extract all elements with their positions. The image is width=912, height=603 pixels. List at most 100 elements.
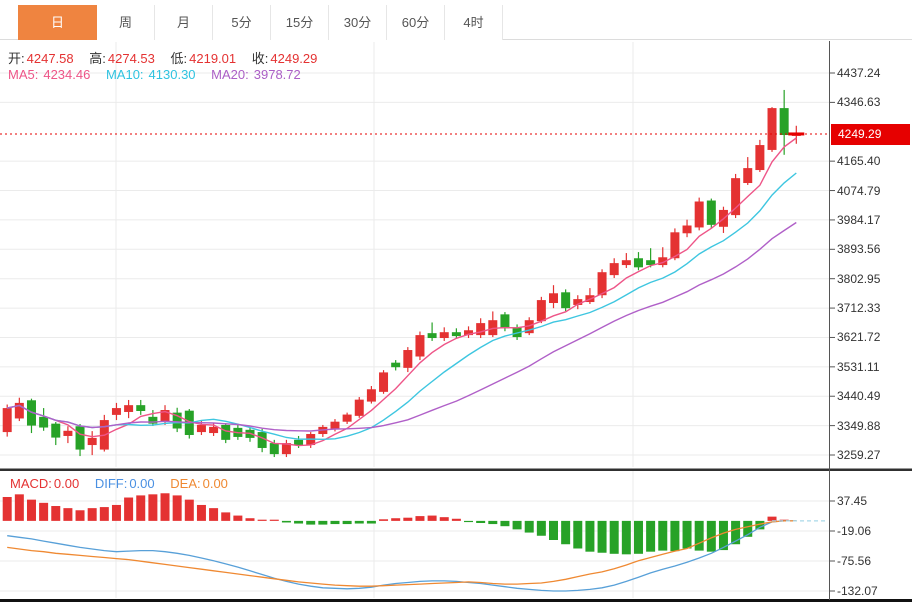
- macd-value: 0.00: [53, 476, 80, 491]
- macd-bar: [597, 520, 607, 553]
- macd-bar: [318, 520, 328, 525]
- price-axis-label: 3349.88: [837, 418, 881, 433]
- candle: [14, 402, 24, 419]
- candle: [427, 333, 437, 339]
- candle: [597, 272, 607, 296]
- macd-bar: [99, 507, 109, 521]
- candle: [573, 299, 583, 305]
- macd-row: MACD: 0.00 DIFF: 0.00 DEA: 0.00: [10, 476, 240, 491]
- ma20-line: [7, 221, 797, 432]
- macd-bar: [609, 520, 619, 554]
- price-axis-label: 4346.63: [837, 95, 881, 110]
- panel-borders: [0, 41, 912, 602]
- dea-field: DEA: 0.00: [170, 476, 228, 491]
- tab-5min[interactable]: 5分: [213, 5, 271, 40]
- candle: [536, 300, 546, 322]
- candle: [779, 108, 789, 136]
- macd-bar: [561, 520, 571, 545]
- price-axis-label: 4165.40: [837, 154, 881, 169]
- ma20-value: 3978.72: [253, 67, 301, 82]
- macd-bar: [209, 508, 219, 521]
- ma5-line: [7, 137, 797, 447]
- candle: [694, 201, 704, 228]
- candle: [209, 426, 219, 434]
- macd-bar: [196, 504, 206, 521]
- macd-axis-label: -132.07: [837, 584, 878, 598]
- tab-week[interactable]: 周: [97, 5, 155, 40]
- macd-bar: [670, 520, 680, 552]
- macd-axis-label: 37.45: [837, 494, 868, 508]
- price-axis-label: 3531.11: [837, 359, 880, 374]
- candle: [124, 405, 134, 412]
- ma5-label: MA5:: [8, 67, 39, 82]
- macd-bar: [87, 508, 97, 521]
- macd-bar: [379, 519, 389, 521]
- macd-bar: [221, 512, 231, 521]
- candle: [391, 362, 401, 368]
- candle: [330, 421, 340, 429]
- close-field: 收: 4249.29: [252, 51, 318, 66]
- diff-value: 0.00: [129, 476, 155, 491]
- price-axis-label: 3621.72: [837, 330, 881, 345]
- low-value: 4219.01: [189, 51, 237, 66]
- candle: [51, 423, 61, 438]
- tab-30min[interactable]: 30分: [329, 5, 387, 40]
- price-axis-label: 3893.56: [837, 242, 881, 257]
- macd-bar: [573, 520, 583, 549]
- macd-bar: [536, 520, 546, 536]
- macd-bar: [755, 520, 765, 530]
- macd-bar: [415, 516, 425, 521]
- candle: [294, 439, 304, 446]
- candle: [476, 323, 486, 336]
- macd-bar: [464, 520, 474, 523]
- macd-bar: [658, 520, 668, 551]
- macd-bar: [439, 517, 449, 521]
- ma10-label: MA10:: [105, 67, 144, 82]
- candle: [87, 437, 97, 446]
- candle: [221, 424, 231, 440]
- tab-15min[interactable]: 15分: [271, 5, 329, 40]
- macd-bar: [160, 493, 170, 521]
- dea-line: [7, 520, 797, 587]
- macd-bar: [136, 495, 146, 521]
- ma10-field: MA10: 4130.30: [106, 67, 196, 82]
- candle: [2, 408, 12, 433]
- tab-day[interactable]: 日: [18, 5, 97, 40]
- macd-bar: [245, 518, 255, 521]
- tab-60min[interactable]: 60分: [387, 5, 445, 40]
- macd-bar: [269, 519, 279, 521]
- candle: [682, 225, 692, 234]
- macd-histogram: [2, 493, 789, 555]
- ohlc-row: 开: 4247.58 高: 4274.53 低: 4219.01 收: 4249.29: [8, 48, 329, 67]
- high-value: 4274.53: [107, 51, 155, 66]
- macd-bar: [391, 518, 401, 521]
- candle: [512, 327, 522, 338]
- candle: [148, 416, 158, 424]
- macd-bar: [403, 517, 413, 521]
- open-value: 4247.58: [26, 51, 74, 66]
- period-tabbar: 日周月 5分 15分 30分 60分 4时: [0, 0, 912, 40]
- low-field: 低: 4219.01: [171, 51, 237, 66]
- macd-bar: [14, 494, 24, 521]
- candle: [633, 258, 643, 268]
- candle: [609, 263, 619, 276]
- candle: [743, 168, 753, 184]
- tab-month[interactable]: 月: [155, 5, 213, 40]
- macd-bar: [366, 520, 376, 524]
- candle: [160, 410, 170, 423]
- ma5-value: 4234.46: [43, 67, 91, 82]
- macd-bar: [706, 520, 716, 552]
- tab-4hour[interactable]: 4时: [445, 5, 503, 40]
- macd-bar: [500, 520, 510, 527]
- candle: [439, 332, 449, 339]
- candle: [706, 200, 716, 225]
- macd-bar: [451, 518, 461, 521]
- close-value: 4249.29: [270, 51, 318, 66]
- macd-bar: [342, 520, 352, 525]
- candle: [488, 320, 498, 336]
- candle: [549, 293, 558, 304]
- ma10-value: 4130.30: [148, 67, 196, 82]
- macd-bar: [512, 520, 522, 530]
